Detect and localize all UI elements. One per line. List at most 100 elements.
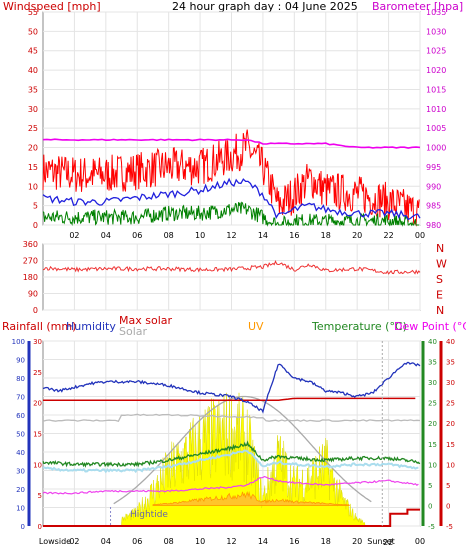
- x-tick-label: Sunset: [367, 537, 394, 546]
- dew-point-tick-label: 15: [446, 441, 455, 449]
- rain-tick-label: 30: [33, 338, 42, 346]
- humidity-tick-label: 30: [16, 468, 25, 476]
- x-tick-label: 12: [226, 537, 236, 546]
- direction-line: [42, 260, 421, 275]
- barometer-tick-label: 995: [426, 163, 441, 172]
- temperature-tick-label: 10: [428, 461, 437, 469]
- x-tick-label: 04: [101, 231, 111, 240]
- temperature-tick-label: 20: [428, 420, 437, 428]
- windspeed-avg-line: [42, 177, 421, 221]
- barometer-tick-label: 985: [426, 202, 441, 211]
- dew-point-tick-label: 20: [446, 420, 455, 428]
- direction-tick-label: 180: [23, 273, 38, 282]
- barometer-tick-label: 1000: [426, 144, 446, 153]
- x-tick-label: 10: [195, 231, 205, 240]
- humidity-tick-label: 90: [16, 357, 25, 365]
- windspeed-tick-label: 0: [33, 221, 38, 230]
- x-tick-label: Lowside: [39, 537, 71, 546]
- temperature-label: Temperature (°C): [311, 320, 407, 333]
- windspeed-tick-label: 45: [28, 47, 38, 56]
- dew-point-tick-label: -5: [446, 523, 453, 531]
- temperature-tick-label: 25: [428, 400, 437, 408]
- barometer-tick-label: 1010: [426, 105, 446, 114]
- compass-letter: N: [436, 242, 444, 255]
- max-solar-label: Max solar: [119, 314, 172, 327]
- windspeed-tick-label: 30: [28, 105, 38, 114]
- temperature-tick-label: 15: [428, 441, 437, 449]
- humidity-tick-label: 40: [16, 449, 25, 457]
- dew-point-tick-label: 0: [446, 502, 450, 510]
- compass-letter: W: [436, 258, 447, 271]
- dew-point-tick-label: 10: [446, 461, 455, 469]
- temperature-tick-label: 40: [428, 338, 437, 346]
- windspeed-tick-label: 25: [28, 124, 38, 133]
- windspeed-tick-label: 10: [28, 182, 38, 191]
- windspeed-tick-label: 40: [28, 66, 38, 75]
- left-axis-title: Windspeed [mph]: [3, 0, 101, 13]
- x-tick-label: 08: [164, 537, 174, 546]
- barometer-tick-label: 1005: [426, 124, 446, 133]
- x-tick-label: 06: [132, 231, 142, 240]
- x-tick-label: 16: [289, 537, 299, 546]
- humidity-line: [42, 361, 421, 414]
- rain-tick-label: 0: [38, 523, 42, 531]
- solar-area: [121, 392, 366, 527]
- direction-tick-label: 0: [33, 306, 38, 315]
- chart-title: 24 hour graph day : 04 June 2025: [172, 0, 358, 13]
- x-tick-label: 18: [321, 231, 331, 240]
- barometer-line: [42, 138, 421, 149]
- dew-point-label: Dew Point (°C): [394, 320, 466, 333]
- barometer-tick-label: 1025: [426, 47, 446, 56]
- rainfall-line: [43, 508, 420, 527]
- x-tick-label: 02: [69, 231, 79, 240]
- apparent-temp-line: [42, 449, 419, 474]
- x-tick-label: 20: [352, 537, 362, 546]
- humidity-tick-label: 80: [16, 375, 25, 383]
- temperature-tick-label: 5: [428, 482, 432, 490]
- direction-tick-label: 90: [28, 290, 38, 299]
- rain-tick-label: 15: [33, 431, 42, 439]
- right-axis-title: Barometer [hpa]: [372, 0, 463, 13]
- humidity-tick-label: 60: [16, 412, 25, 420]
- rain-tick-label: 10: [33, 461, 42, 469]
- barometer-tick-label: 990: [426, 182, 441, 191]
- dew-point-tick-label: 30: [446, 379, 455, 387]
- dew-point-line: [42, 475, 419, 495]
- windspeed-tick-label: 5: [33, 202, 38, 211]
- dew-point-tick-label: 40: [446, 338, 455, 346]
- humidity-tick-label: 50: [16, 431, 25, 439]
- x-tick-label: 16: [289, 231, 299, 240]
- temperature-tick-label: 30: [428, 379, 437, 387]
- windspeed-tick-label: 50: [28, 27, 38, 36]
- barometer-ticks: 1035 1030 1025 1020 1015 1010 1005 1000 995 990 98…: [426, 8, 446, 230]
- top-x-ticks: 02 04 06 08 10 12 14 16 18 20 22 00: [69, 231, 425, 240]
- x-tick-label: 22: [383, 231, 393, 240]
- direction-ticks: 360 270 180 90 0: [23, 240, 38, 315]
- uv-label: UV: [248, 320, 264, 333]
- hightide-label: Hightide: [130, 510, 168, 520]
- temperature-line: [42, 440, 421, 468]
- solar-label: Solar: [119, 325, 148, 338]
- x-tick-label: 06: [132, 537, 142, 546]
- barometer-tick-label: 1030: [426, 27, 446, 36]
- windspeed-gust-line: [42, 129, 420, 227]
- x-tick-label: 04: [101, 537, 111, 546]
- max-solar-red-line: [43, 397, 416, 401]
- barometer-tick-label: 980: [426, 221, 441, 230]
- x-tick-label: 18: [321, 537, 331, 546]
- direction-grid: [43, 243, 421, 311]
- x-tick-label: 20: [352, 231, 362, 240]
- humidity-tick-label: 100: [12, 338, 25, 346]
- temperature-tick-label: 0: [428, 502, 432, 510]
- humidity-tick-label: 0: [21, 523, 25, 531]
- windspeed-tick-label: 20: [28, 144, 38, 153]
- dew-point-tick-label: 25: [446, 400, 455, 408]
- sunset-number: 22: [383, 538, 393, 547]
- x-tick-label: 00: [415, 231, 425, 240]
- dew-point-tick-label: 35: [446, 359, 455, 367]
- windspeed-tick-label: 35: [28, 85, 38, 94]
